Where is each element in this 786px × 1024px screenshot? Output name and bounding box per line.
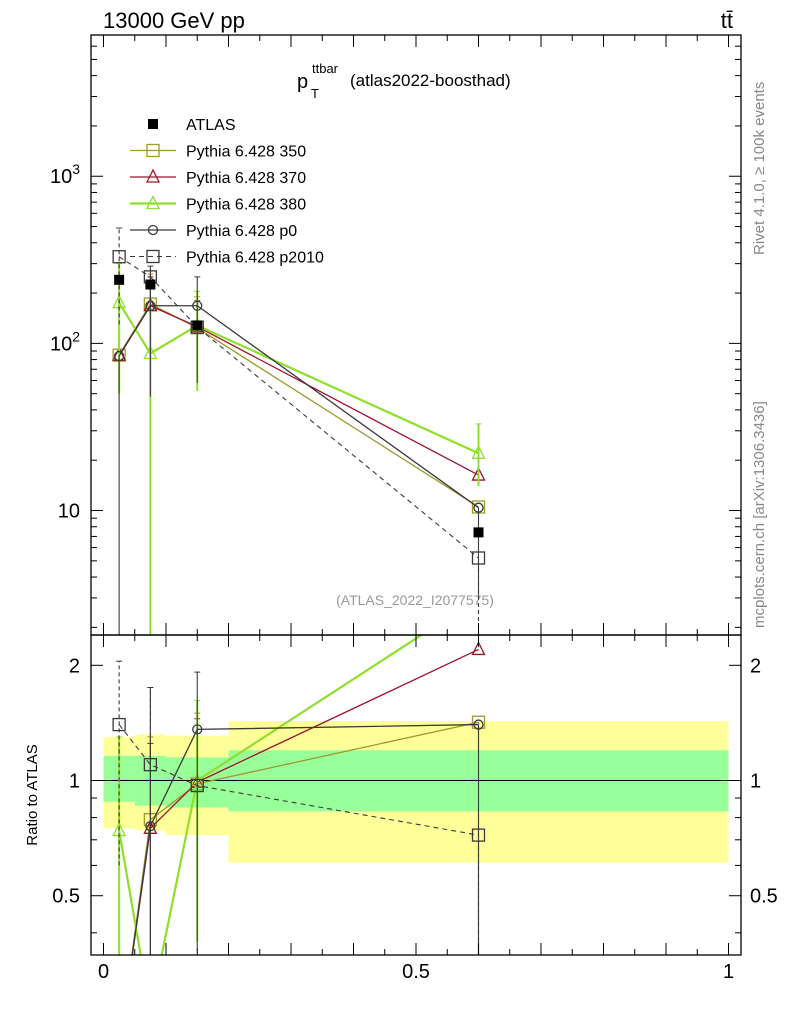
axes: 0 0.5 1 10 102 103 0.5 0.5 1 1 2 2 [50,34,778,983]
x-tick-label: 0 [98,961,109,983]
main-line [118,303,479,508]
ratio-y-tick-label: 2 [69,655,80,677]
legend-label: Pythia 6.428 p2010 [186,250,324,267]
ratio-line [118,635,424,955]
ratio-marker [471,828,486,842]
legend-item: Pythia 6.428 p2010 [130,250,324,267]
main-line [118,304,479,476]
legend-marker [148,119,158,129]
ratio-y-tick-label-right: 2 [750,655,761,677]
legend-item: Pythia 6.428 p0 [130,223,297,240]
legend-label: Pythia 6.428 370 [186,170,306,187]
x-tick-label: 0.5 [402,961,430,983]
y-tick-label-10: 10 [58,501,80,523]
main-marker [112,250,126,264]
main-marker [113,350,125,362]
legend-label: Pythia 6.428 350 [186,144,306,161]
main-marker [192,300,203,311]
title-sup: ttbar [312,61,339,76]
ratio-line [131,723,479,955]
legend-label: Pythia 6.428 p0 [186,223,297,240]
atlas-data-point [473,527,484,538]
ratio-marker [473,719,484,730]
y-tick-label-1000: 103 [50,161,80,188]
ratio-marker [145,820,156,832]
main-pythia-6-428-350 [112,273,486,514]
legend-label: Pythia 6.428 380 [186,197,306,214]
legend: ATLAS Pythia 6.428 350 Pythia 6.428 370 Pyt… [130,117,324,267]
legend-marker [146,249,160,264]
legend-marker [145,195,161,210]
legend-item: ATLAS [148,117,236,134]
legend-label: ATLAS [186,117,236,134]
atlas-data-point [114,274,125,285]
legend-marker [147,224,159,236]
plot-title: p ttbar T (atlas2022-boosthad) [297,61,511,101]
ratio-y-tick-label-right: 1 [750,771,761,793]
ratio-line [118,724,479,836]
source-label: mcplots.cern.ch [arXiv:1306.3436] [751,401,768,628]
legend-marker [146,143,160,158]
ratio-marker [190,778,204,793]
legend-item: Pythia 6.428 370 [130,168,306,187]
main-pythia-6-428-p0 [113,265,484,635]
main-marker [471,551,486,565]
legend-marker [145,168,161,183]
ratio-y-tick-label: 0.5 [52,886,80,908]
main-marker [471,444,486,459]
rivet-label: Rivet 4.1.0, ≥ 100k events [751,82,768,255]
ratio-marker [144,1004,156,1016]
ratio-ylabel: Ratio to ATLAS [24,744,41,845]
main-series [112,227,486,635]
legend-item: Pythia 6.428 350 [130,144,306,161]
main-line [118,302,479,455]
ratio-y-tick-label-right: 0.5 [750,886,778,908]
ratio-pythia-6-428-p2010 [112,660,486,955]
main-marker [145,300,156,311]
atlas-data-point [192,320,203,331]
title-suffix: (atlas2022-boosthad) [350,71,511,90]
main-line [118,305,479,509]
main-line [118,256,479,559]
analysis-id: (ATLAS_2022_I2077575) [336,592,494,608]
ratio-marker [471,641,486,656]
energy-label: 13000 GeV pp [103,8,245,33]
ratio-marker [192,724,203,735]
atlas-data-point [145,279,156,290]
title-main: p [297,71,308,93]
x-tick-label: 1 [723,961,734,983]
process-label: tt̄ [721,8,733,33]
ratio-marker [143,758,158,772]
ratio-marker [112,717,126,732]
ratio-series [112,635,486,1016]
ratio-y-tick-label: 1 [69,771,80,793]
y-tick-label-100: 102 [50,328,80,355]
title-sub: T [311,86,319,101]
main-marker [473,502,484,513]
data-points [114,274,484,538]
legend-item: Pythia 6.428 380 [130,195,306,214]
